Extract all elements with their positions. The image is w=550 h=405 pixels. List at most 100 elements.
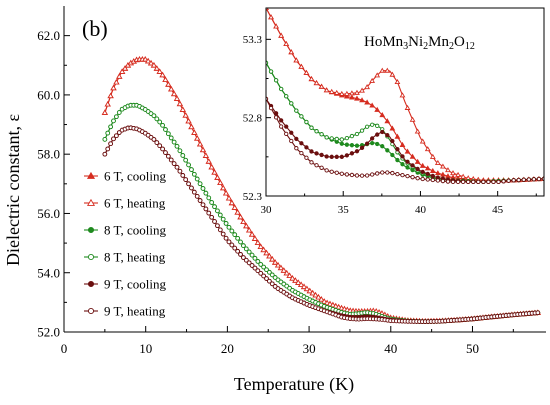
inset-data-point [309,149,314,154]
main-data-point [102,151,108,157]
main-data-point [177,148,183,154]
inset-series-layer [266,8,544,185]
inset-data-point [364,99,370,105]
main-data-point [154,140,160,145]
main-series-layer [101,56,541,324]
main-data-point [166,131,171,137]
inset-data-point [354,131,360,137]
inset-data-point [374,72,381,78]
inset-data-point [415,176,420,181]
main-data-point [159,71,166,78]
main-data-point [255,268,261,274]
main-data-point [183,157,189,163]
inset-data-point [395,147,400,152]
main-data-point [234,209,241,215]
inset-data-point [349,143,355,148]
main-data-point [191,171,197,177]
inset-data-point [349,151,355,156]
main-data-point [289,275,296,281]
main-data-point [252,265,258,271]
inset-data-point [440,178,446,184]
inset-annotation: HoMn3Ni2Mn2O12 [364,34,475,52]
main-data-point [171,139,177,145]
inset-data-point [445,167,451,173]
main-data-point [114,114,119,120]
main-data-point [246,260,252,266]
legend-item: 8 T, heating [84,250,166,265]
inset-data-point [375,123,380,128]
inset-panel: 30 35 40 45 52.3 52.8 53.3 HoMn3Ni2Mn2O12 [243,7,545,216]
inset-axes: 30 35 40 45 52.3 52.8 53.3 [243,7,545,216]
legend-marker [87,226,95,234]
inset-data-point [414,128,421,134]
main-data-point [151,113,157,119]
inset-y-tick-label: 52.3 [243,191,263,203]
inset-data-point [435,178,441,183]
main-data-point [162,76,169,82]
inset-data-point [333,89,340,95]
main-data-point [264,276,269,281]
inset-data-point [409,116,416,122]
main-data-point [220,184,227,191]
inset-data-point [299,141,304,146]
main-data-point [180,153,186,158]
inset-data-point [339,141,344,146]
main-data-point [226,239,232,245]
main-data-point [249,252,255,258]
panel-label: (b) [82,16,108,41]
legend-item: 9 T, cooling [84,277,166,292]
inset-data-point [389,125,396,131]
inset-data-point [400,154,405,159]
legend-marker [87,307,95,315]
main-data-point [101,109,108,115]
main-plot-area [101,56,541,324]
inset-data-point [440,171,446,177]
inset-data-point [298,63,305,69]
inset-data-point [354,89,360,95]
main-data-point [283,269,290,276]
inset-data-point [419,138,426,144]
inset-data-point [324,135,329,140]
main-data-point [258,270,264,276]
inset-data-point [526,177,531,182]
main-data-point [215,223,220,229]
legend-item: 9 T, heating [84,304,166,319]
inset-data-point [289,101,294,106]
inset-data-point [294,108,299,113]
main-data-point [168,135,174,141]
main-data-point [535,310,541,316]
main-y-tick-label: 58.0 [37,147,60,162]
main-data-point [157,119,163,125]
main-data-point [261,273,266,279]
main-data-point [286,272,293,279]
inset-data-point [329,136,334,141]
inset-data-point [283,40,290,46]
main-data-point [188,123,195,130]
x-axis-title: Temperature (K) [234,374,354,395]
inset-data-point [389,71,396,77]
legend-label: 6 T, cooling [104,169,166,184]
main-data-point [255,259,261,264]
legend-label: 9 T, cooling [104,277,166,292]
inset-data-point [279,118,284,123]
inset-data-point [400,172,405,178]
inset-data-point [293,57,300,63]
main-data-point [269,272,275,278]
main-data-point [194,193,200,199]
main-data-point [258,262,264,267]
inset-data-point [384,118,391,124]
main-data-point [223,235,229,241]
inset-data-point [375,171,380,176]
inset-data-point [385,132,390,138]
inset-data-point [390,152,395,158]
main-data-point [116,110,122,115]
main-y-tick-label: 60.0 [37,87,60,102]
main-data-point [229,228,235,234]
main-data-point [186,162,191,168]
inset-series-5 [266,96,544,185]
main-data-point [232,245,238,251]
inset-data-point [314,151,319,156]
main-data-point [147,59,155,66]
legend-item: 6 T, heating [84,196,166,211]
inset-data-point [369,102,376,108]
